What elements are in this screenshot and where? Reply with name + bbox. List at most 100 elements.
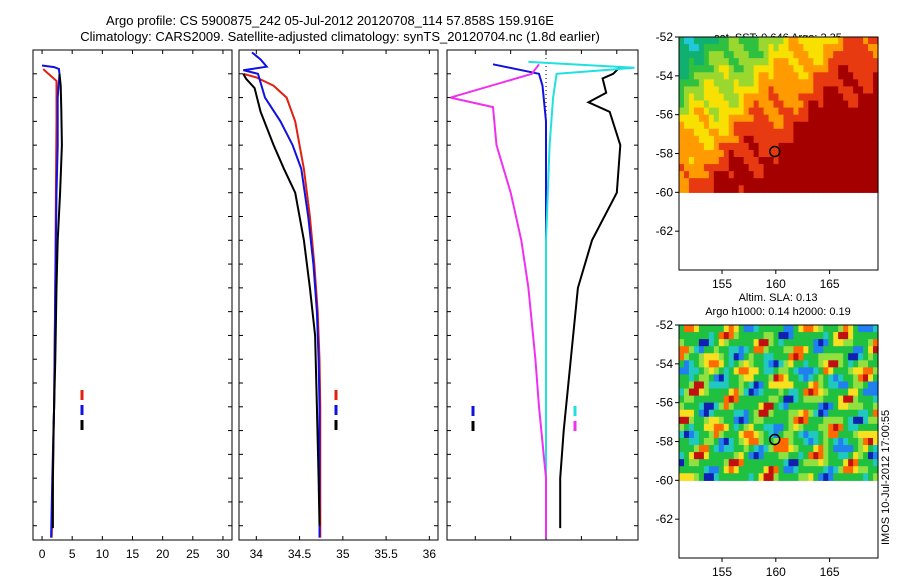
map-cell [818,452,824,460]
map-cell [738,437,745,446]
map-cell [848,395,854,404]
map-cell [703,445,710,453]
map-cell [758,79,765,88]
map-cell [838,149,844,158]
map-cell [713,339,720,347]
map-cell [783,185,790,193]
map-cell [793,142,799,151]
map-cell [768,185,775,193]
map-cell [688,51,695,59]
map-cell [738,339,745,347]
map-cell [733,325,740,333]
map-cell [818,423,824,432]
map-cell [863,430,869,439]
map-cell [728,107,735,116]
map-cell [803,353,809,361]
map-cell [679,171,685,179]
map-cell [798,86,804,95]
map-cell [803,388,809,397]
map-cell [708,339,715,347]
map-cell [703,452,710,460]
map-cell [723,466,730,474]
map-cell [688,164,695,172]
map-cell [818,437,824,446]
map-cell [768,423,775,432]
map-cell [768,332,775,340]
map-cell [683,374,690,383]
map-cell [738,72,745,80]
map-cell [873,395,879,404]
map-cell [863,459,869,467]
map-cell [718,374,725,383]
map-cell [793,381,799,390]
map-cell [833,86,839,95]
map-cell [803,135,809,144]
map-cell [828,452,834,460]
map-cell [693,93,700,102]
map-cell [858,339,864,347]
map-cell [848,149,854,158]
map-cell [748,452,755,460]
map-cell [728,178,735,186]
map-cell [708,51,715,59]
salinity-profile-panel: 34 34.5 35 35.5 36 [238,49,439,561]
map-cell [808,128,814,137]
map-cell [788,157,795,165]
map-cell [758,437,765,446]
map-cell [833,395,839,404]
map-cell [743,72,750,80]
map-cell [843,332,849,340]
map-cell [738,423,745,432]
map-cell [698,44,705,52]
map-cell [773,388,780,397]
map-cell [718,381,725,390]
map-cell [748,395,755,404]
map-cell [713,107,720,116]
map-cell [808,473,814,481]
map-cell [808,409,814,418]
map-cell [848,107,854,116]
map-cell [823,381,829,390]
map-cell [838,409,844,418]
map-cell [733,171,740,179]
map-cell [708,65,715,73]
map-cell [818,37,824,45]
series-line-1 [559,65,622,529]
map-cell [763,346,770,354]
map-cell [733,121,740,130]
map-cell [868,121,874,130]
map-cell [723,121,730,130]
map-cell [828,409,834,418]
map-cell [783,332,790,340]
map-cell [753,149,760,158]
map-cell [723,79,730,88]
map-cell [738,332,745,340]
map-cell [723,128,730,137]
map-cell [803,423,809,432]
map-cell [838,459,844,467]
map-cell [743,185,750,193]
map-cell [683,360,690,368]
sla-map-panel: Altim. SLA: 0.13 Argo h1000: 0.14 h2000:… [656,292,879,579]
map-cell [743,142,750,151]
map-cell [853,437,859,446]
map-cell [788,360,795,368]
map-cell [808,100,814,109]
map-cell [828,339,834,347]
map-cell [778,402,785,411]
map-cell [838,93,844,102]
map-cell [858,374,864,383]
map-cell [753,452,760,460]
map-cell [848,353,854,361]
map-cell [788,44,795,52]
map-cell [713,93,720,102]
map-cell [723,332,730,340]
map-cell [858,430,864,439]
map-cell [773,395,780,404]
map-cell [703,65,710,73]
map-cell [873,72,879,80]
map-cell [868,79,874,88]
map-cell [768,149,775,158]
map-cell [853,466,859,474]
map-cell [818,332,824,340]
